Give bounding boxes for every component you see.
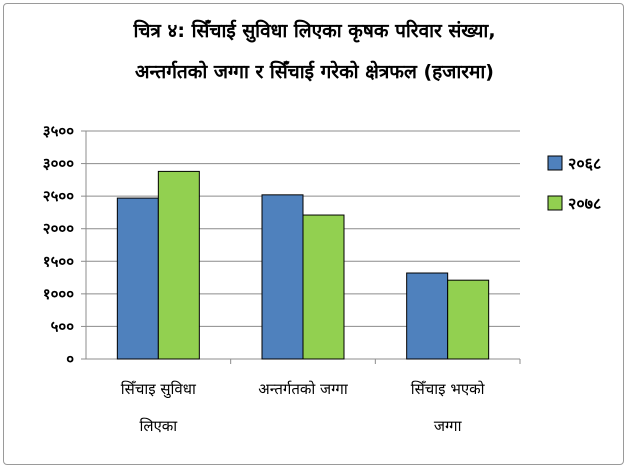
y-tick-label: ५०० — [51, 317, 75, 335]
x-category-label: सिँचाइ भएको — [411, 380, 486, 398]
bar — [157, 170, 200, 360]
legend-swatch — [547, 195, 563, 211]
legend-label: २०७८ — [568, 194, 601, 213]
x-category-label: सिँचाइ सुविधा — [121, 380, 197, 399]
chart-title-line-2: अन्तर्गतको जग्गा र सिँचाई गरेको क्षेत्रफ… — [135, 61, 494, 83]
x-category-label: लिएका — [139, 417, 178, 435]
chart-title-line-1: चित्र ४: सिँचाई सुविधा लिएका कृषक परिवार… — [133, 20, 496, 42]
bar — [261, 194, 304, 360]
y-tick-label: ३५०० — [43, 122, 74, 140]
y-tick-label: २००० — [43, 220, 74, 238]
x-category-label: जग्गा — [434, 417, 463, 435]
x-category-label: अन्तर्गतको जग्गा — [258, 380, 349, 398]
legend-swatch — [547, 155, 563, 171]
bar — [302, 214, 345, 360]
y-tick-label: ० — [66, 350, 74, 368]
bar — [406, 272, 449, 360]
bar — [447, 279, 490, 360]
legend-label: २०६८ — [568, 154, 601, 173]
y-tick-label: १५०० — [43, 252, 74, 270]
y-tick-label: १००० — [43, 285, 74, 303]
y-tick-label: २५०० — [43, 187, 74, 205]
y-tick-label: ३००० — [43, 155, 74, 173]
bar — [116, 197, 159, 360]
